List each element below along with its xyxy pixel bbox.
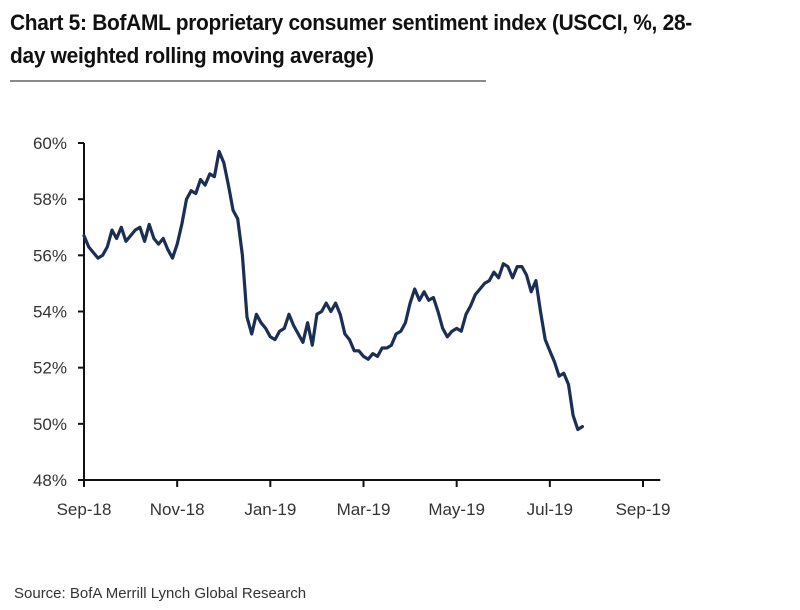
- x-tick-label: Jan-19: [244, 500, 296, 519]
- x-tick-label: Sep-18: [57, 500, 112, 519]
- y-tick-label: 60%: [33, 134, 67, 153]
- y-tick-label: 50%: [33, 415, 67, 434]
- y-tick-label: 52%: [33, 359, 67, 378]
- series-group: [82, 149, 584, 432]
- axes: [83, 143, 661, 481]
- y-tick-label: 58%: [33, 190, 67, 209]
- chart-title-line-2: day weighted rolling moving average): [10, 43, 374, 68]
- x-tick-label: Jul-19: [527, 500, 573, 519]
- x-tick-label: May-19: [428, 500, 485, 519]
- y-tick-label: 48%: [33, 471, 67, 490]
- x-tick-label: Sep-19: [616, 500, 671, 519]
- y-tick-label: 54%: [33, 303, 67, 322]
- y-tick-label: 56%: [33, 246, 67, 265]
- y-axis-ticks: 60% 58% 56% 54% 52% 50% 48%: [33, 134, 84, 490]
- x-axis-ticks: Sep-18 Nov-18 Jan-19 Mar-19 May-19 Jul-19 Sep-…: [57, 480, 671, 519]
- x-tick-label: Nov-18: [150, 500, 205, 519]
- series-line-uscci: [82, 149, 584, 432]
- title-divider: [10, 80, 486, 82]
- x-tick-label: Mar-19: [337, 500, 391, 519]
- source-note: Source: BofA Merrill Lynch Global Resear…: [14, 585, 307, 602]
